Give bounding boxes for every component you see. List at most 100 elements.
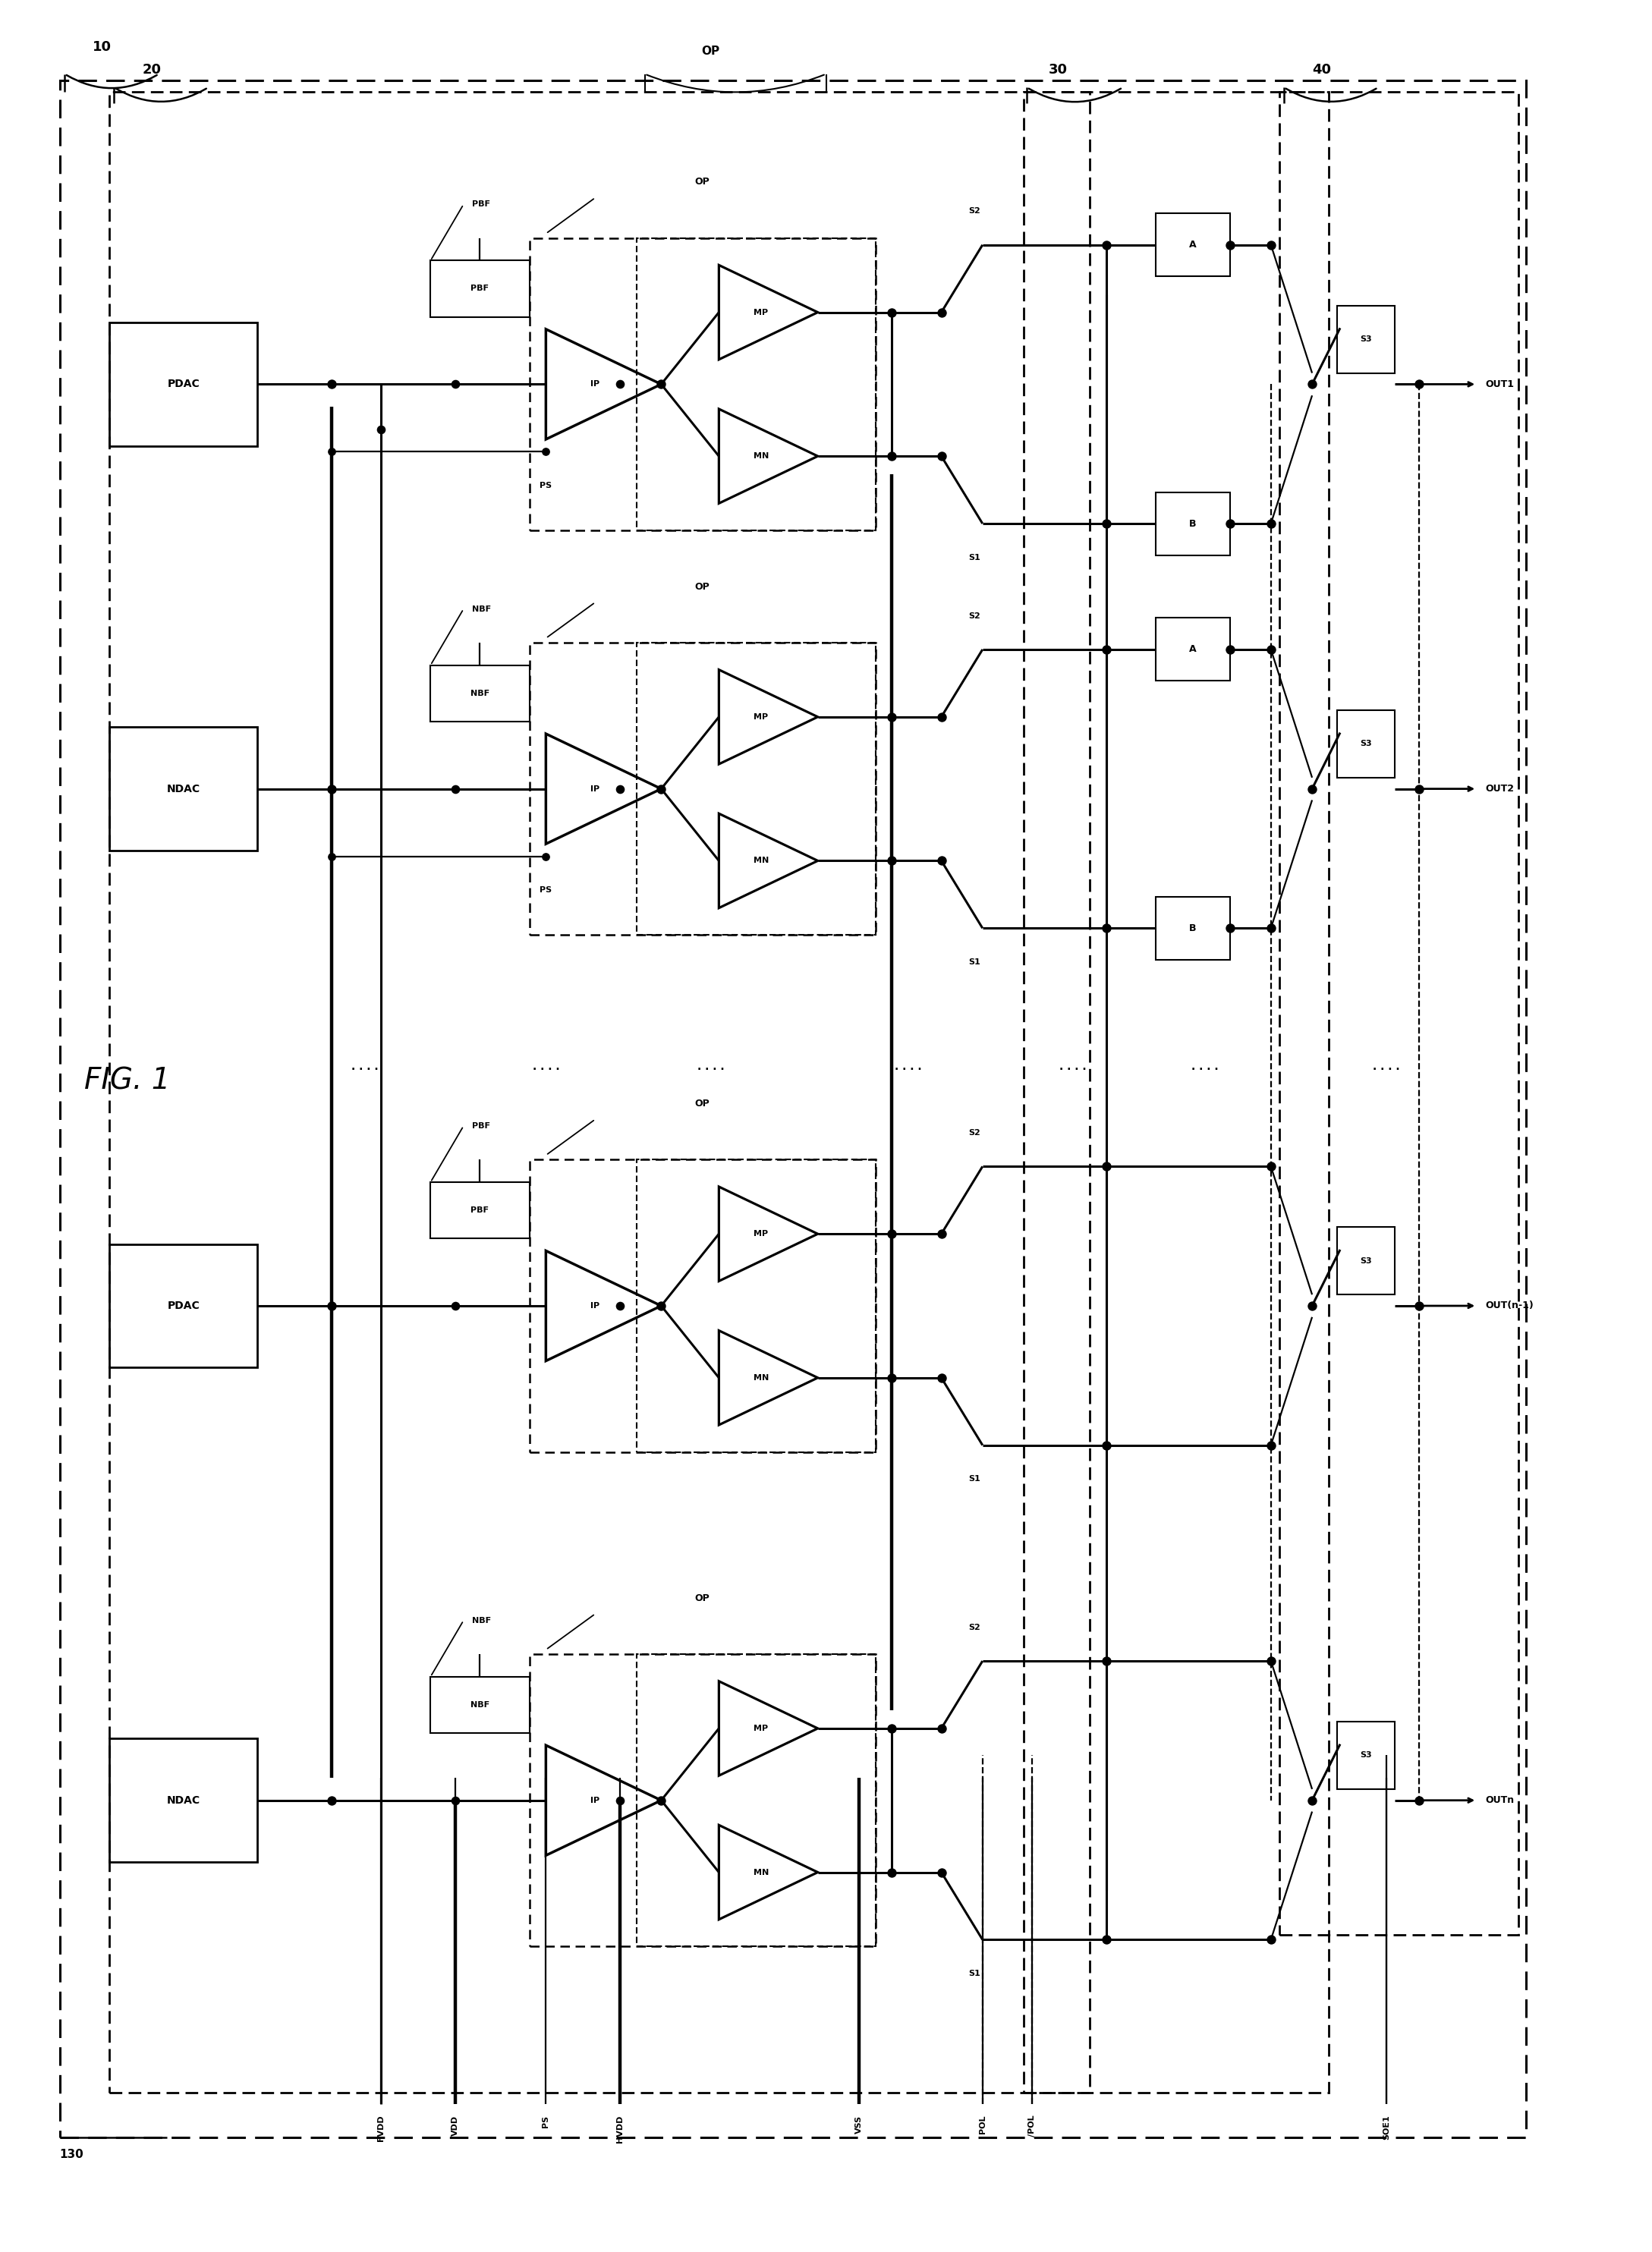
Point: [1216, 631, 1242, 667]
Point: [443, 1781, 469, 1817]
Bar: [59, 81, 1526, 2137]
Bar: [109, 92, 1090, 2092]
Text: VDD: VDD: [451, 2115, 459, 2135]
Point: [928, 295, 955, 331]
Text: MN: MN: [753, 1374, 768, 1380]
Point: [1094, 1149, 1120, 1185]
Text: PDAC: PDAC: [167, 378, 200, 390]
Point: [1406, 367, 1432, 403]
Text: A: A: [1189, 644, 1196, 655]
Point: [606, 1781, 633, 1817]
Point: [606, 770, 633, 806]
Text: S3: S3: [1360, 336, 1371, 342]
Point: [1298, 1781, 1325, 1817]
Point: [928, 1853, 955, 1889]
Bar: [1279, 92, 1518, 1934]
Bar: [636, 1160, 876, 1453]
Text: OP: OP: [695, 1592, 710, 1603]
Text: IP: IP: [590, 1302, 600, 1311]
Point: [879, 295, 905, 331]
Point: [319, 770, 345, 806]
Point: [648, 770, 674, 806]
Point: [606, 1288, 633, 1324]
Text: MN: MN: [753, 1869, 768, 1876]
Text: S3: S3: [1360, 741, 1371, 748]
Text: · · · ·: · · · ·: [1059, 1065, 1087, 1074]
Text: PBF: PBF: [472, 1121, 491, 1131]
Text: IP: IP: [590, 786, 600, 793]
Point: [443, 1288, 469, 1324]
Point: [1257, 1644, 1284, 1680]
Bar: [431, 1678, 529, 1732]
Bar: [1336, 709, 1394, 777]
Text: OP: OP: [695, 581, 710, 592]
Bar: [1336, 1227, 1394, 1295]
Point: [879, 1360, 905, 1396]
Bar: [431, 261, 529, 318]
Point: [879, 439, 905, 475]
Bar: [1155, 896, 1229, 959]
Point: [1257, 631, 1284, 667]
Bar: [109, 727, 258, 851]
Text: S1: S1: [968, 554, 980, 561]
Text: · · · ·: · · · ·: [1191, 1065, 1219, 1074]
Text: 20: 20: [142, 63, 162, 77]
Text: NDAC: NDAC: [167, 784, 200, 795]
Bar: [1336, 1723, 1394, 1788]
Text: IP: IP: [590, 381, 600, 387]
Text: OP: OP: [695, 1099, 710, 1108]
Text: MN: MN: [753, 453, 768, 459]
Text: NBF: NBF: [472, 606, 491, 613]
Text: POL: POL: [978, 2115, 986, 2133]
Point: [1094, 1921, 1120, 1957]
Point: [928, 1709, 955, 1745]
Point: [319, 838, 345, 874]
Point: [879, 1216, 905, 1252]
Text: NDAC: NDAC: [167, 1795, 200, 1806]
Text: · · · ·: · · · ·: [1373, 1065, 1399, 1074]
Text: 130: 130: [59, 2148, 84, 2160]
Point: [1298, 1288, 1325, 1324]
Text: S2: S2: [968, 1624, 980, 1630]
Text: 40: 40: [1312, 63, 1332, 77]
Text: PS: PS: [540, 887, 552, 894]
Point: [879, 842, 905, 878]
Text: PS: PS: [542, 2115, 550, 2128]
Point: [1094, 227, 1120, 263]
Text: SOE1: SOE1: [1383, 2115, 1389, 2139]
Text: OUT(n-1): OUT(n-1): [1485, 1302, 1533, 1311]
Bar: [431, 1182, 529, 1239]
Bar: [109, 322, 258, 446]
Point: [443, 367, 469, 403]
Bar: [431, 664, 529, 721]
Point: [1257, 1149, 1284, 1185]
Point: [1406, 1288, 1432, 1324]
Text: S2: S2: [968, 207, 980, 214]
Bar: [1155, 617, 1229, 680]
Text: MP: MP: [753, 1230, 768, 1239]
Text: FVDD: FVDD: [377, 2115, 385, 2142]
Point: [319, 367, 345, 403]
Text: HVDD: HVDD: [616, 2115, 624, 2142]
Point: [1216, 227, 1242, 263]
Bar: [636, 642, 876, 935]
Point: [368, 412, 395, 448]
Text: OUTn: OUTn: [1485, 1795, 1513, 1806]
Point: [879, 698, 905, 734]
Bar: [1155, 493, 1229, 554]
Text: 30: 30: [1049, 63, 1067, 77]
Text: S3: S3: [1360, 1257, 1371, 1266]
Text: S1: S1: [968, 1970, 980, 1977]
Text: VSS: VSS: [856, 2115, 862, 2133]
Bar: [109, 1243, 258, 1367]
Text: MP: MP: [753, 714, 768, 721]
Point: [928, 698, 955, 734]
Point: [879, 1853, 905, 1889]
Text: IP: IP: [590, 1797, 600, 1804]
Text: · · · ·: · · · ·: [697, 1065, 724, 1074]
Bar: [529, 642, 876, 935]
Point: [1257, 1428, 1284, 1464]
Point: [532, 838, 558, 874]
Point: [1257, 507, 1284, 543]
Text: A: A: [1189, 241, 1196, 250]
